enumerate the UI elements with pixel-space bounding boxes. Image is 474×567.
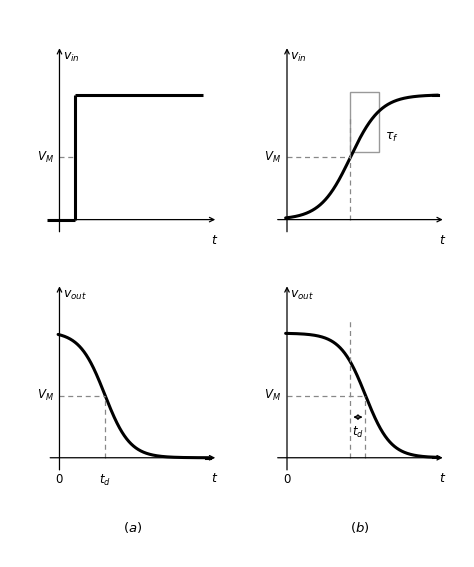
Text: $v_{out}$: $v_{out}$ — [290, 289, 314, 302]
Text: $(b)$: $(b)$ — [350, 521, 370, 535]
Text: $t$: $t$ — [439, 234, 446, 247]
Text: $v_{out}$: $v_{out}$ — [63, 289, 86, 302]
Text: $V_M$: $V_M$ — [264, 150, 281, 165]
Text: $V_M$: $V_M$ — [36, 150, 54, 165]
Text: $v_{in}$: $v_{in}$ — [290, 50, 307, 64]
Text: $t_d$: $t_d$ — [352, 425, 364, 441]
Text: $0$: $0$ — [283, 473, 292, 486]
Text: $t$: $t$ — [211, 472, 219, 485]
Text: $(a)$: $(a)$ — [123, 521, 142, 535]
Text: $v_{in}$: $v_{in}$ — [63, 50, 79, 64]
Text: $V_M$: $V_M$ — [36, 388, 54, 403]
Text: $0$: $0$ — [55, 473, 64, 486]
Text: $t$: $t$ — [211, 234, 219, 247]
Bar — [350, 92, 379, 153]
Text: $V_M$: $V_M$ — [264, 388, 281, 403]
Text: $t_d$: $t_d$ — [99, 473, 111, 488]
Text: $t$: $t$ — [439, 472, 446, 485]
Text: $\tau_f$: $\tau_f$ — [385, 131, 399, 144]
